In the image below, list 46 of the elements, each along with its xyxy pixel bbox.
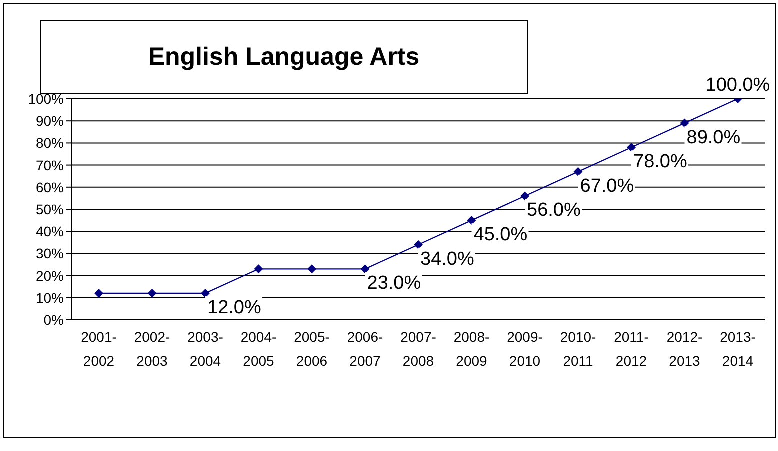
point [201, 288, 210, 298]
point [254, 264, 264, 274]
y-tick-label: 60% [36, 179, 64, 196]
x-tick-label: 2003-2004 [188, 329, 224, 369]
point [148, 288, 157, 298]
data-label: 100.0% [706, 75, 770, 96]
x-tick-label: 2005-2006 [294, 329, 330, 369]
point [414, 240, 423, 250]
y-tick-label: 80% [36, 135, 64, 152]
x-tick-label: 2009-2010 [507, 329, 544, 369]
data-label: 78.0% [634, 152, 688, 173]
x-tick-label: 2001-2002 [81, 329, 118, 369]
chart-title: English Language Arts [148, 42, 420, 72]
x-tick-label: 2012-2013 [666, 329, 703, 369]
x-tick-label: 2007-2008 [400, 329, 437, 369]
data-label: 12.0% [208, 297, 262, 318]
point [627, 143, 636, 152]
y-tick-label: 30% [36, 246, 64, 262]
point [308, 264, 316, 274]
y-tick-label: 70% [36, 157, 64, 174]
y-tick-label: 50% [36, 201, 64, 218]
point [94, 288, 104, 298]
y-tick-label: 40% [36, 224, 64, 240]
data-label: 56.0% [527, 200, 581, 222]
y-tick-label: 90% [36, 113, 64, 130]
y-tick-label: 100% [28, 90, 64, 107]
data-label: 67.0% [580, 176, 634, 197]
point [680, 118, 690, 128]
data-label: 89.0% [686, 127, 741, 148]
x-tick-label: 2002-2003 [134, 329, 170, 369]
y-tick-label: 10% [36, 290, 64, 306]
data-label: 45.0% [474, 224, 528, 246]
x-tick-label: 2013-2014 [720, 329, 756, 369]
x-tick-label: 2011-2012 [614, 329, 650, 369]
y-tick-label: 0% [44, 312, 64, 328]
y-tick-label: 20% [36, 268, 64, 284]
data-label: 23.0% [367, 273, 422, 294]
x-tick-label: 2004-2005 [240, 329, 277, 369]
point [520, 192, 530, 201]
point [467, 216, 476, 226]
data-label: 34.0% [420, 248, 474, 270]
x-tick-label: 2008-2009 [454, 329, 490, 369]
x-tick-label: 2006-2007 [347, 329, 384, 369]
point [574, 167, 583, 176]
point [360, 264, 370, 274]
x-tick-label: 2010-2011 [560, 329, 596, 369]
